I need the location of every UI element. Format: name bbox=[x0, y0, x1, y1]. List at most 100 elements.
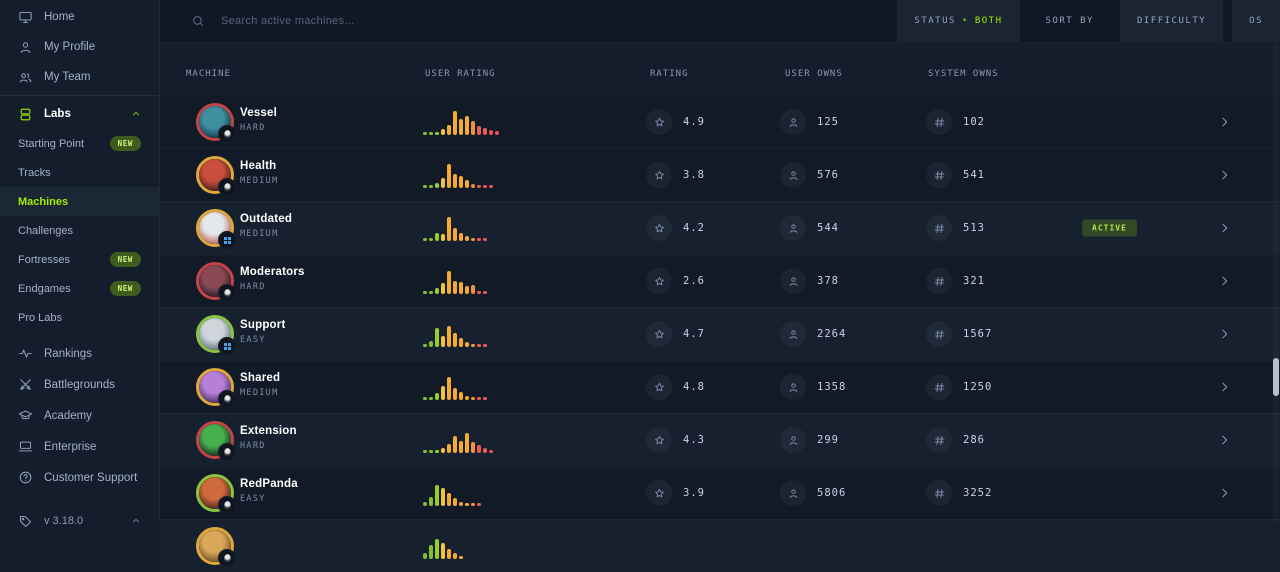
rating-stat: 4.9 bbox=[646, 109, 705, 135]
machine-avatar bbox=[196, 103, 236, 143]
sidebar-item-enterprise[interactable]: Enterprise bbox=[0, 431, 159, 462]
rating-bar bbox=[471, 121, 475, 135]
person-icon bbox=[780, 215, 806, 241]
linux-os-icon bbox=[218, 390, 236, 408]
scrollbar-thumb[interactable] bbox=[1273, 358, 1279, 396]
user-rating-histogram bbox=[423, 374, 499, 400]
machine-row[interactable]: Health MEDIUM 3.8 576 541 bbox=[160, 148, 1280, 201]
machine-name: Shared bbox=[240, 372, 281, 384]
user-rating-histogram bbox=[423, 480, 499, 506]
user-rating-histogram bbox=[423, 109, 499, 135]
machine-row[interactable]: Extension HARD 4.3 299 286 bbox=[160, 413, 1280, 466]
person-icon bbox=[780, 374, 806, 400]
sidebar-item-machines[interactable]: Machines bbox=[0, 187, 159, 216]
sidebar-item-challenges[interactable]: Challenges bbox=[0, 216, 159, 245]
sidebar-item-academy[interactable]: Academy bbox=[0, 400, 159, 431]
rating-bar bbox=[471, 285, 475, 294]
sidebar-item-battlegrounds[interactable]: Battlegrounds bbox=[0, 369, 159, 400]
rating-bar bbox=[477, 291, 481, 294]
person-icon bbox=[780, 480, 806, 506]
filter-sort-by[interactable]: SORT BY bbox=[1029, 0, 1111, 42]
search-bar[interactable] bbox=[160, 14, 888, 28]
chevron-right-icon[interactable] bbox=[1218, 116, 1231, 129]
filter-os[interactable]: OS bbox=[1232, 0, 1280, 42]
machine-row[interactable] bbox=[160, 519, 1280, 572]
star-icon bbox=[646, 321, 672, 347]
column-header-user-rating: USER RATING bbox=[425, 69, 496, 79]
sidebar-item-label: Home bbox=[44, 11, 75, 23]
chevron-right-icon[interactable] bbox=[1218, 169, 1231, 182]
tux-shape bbox=[223, 447, 231, 457]
sidebar-version[interactable]: v 3.18.0 bbox=[0, 506, 159, 536]
sidebar-item-my-profile[interactable]: My Profile bbox=[0, 32, 159, 62]
sidebar-item-fortresses[interactable]: Fortresses NEW bbox=[0, 245, 159, 274]
sidebar-item-label: Customer Support bbox=[44, 471, 138, 484]
scrollbar-track[interactable] bbox=[1273, 44, 1279, 522]
table-header: MACHINE USER RATING RATING USER OWNS SYS… bbox=[160, 43, 1280, 95]
machine-row[interactable]: Moderators HARD 2.6 378 321 bbox=[160, 254, 1280, 307]
chevron-right-icon[interactable] bbox=[1218, 434, 1231, 447]
sidebar-item-labs[interactable]: Labs bbox=[0, 99, 159, 129]
sidebar-item-my-team[interactable]: My Team bbox=[0, 62, 159, 92]
rating-bar bbox=[423, 553, 427, 559]
sidebar-item-label: Academy bbox=[44, 409, 92, 422]
rating-bar bbox=[429, 450, 433, 453]
chevron-right-icon[interactable] bbox=[1218, 381, 1231, 394]
rating-bar bbox=[423, 344, 427, 347]
laptop-icon bbox=[18, 439, 33, 454]
new-badge: NEW bbox=[109, 281, 141, 296]
rating-bar bbox=[453, 111, 457, 135]
person-icon bbox=[780, 109, 806, 135]
machine-row[interactable]: Shared MEDIUM 4.8 1358 1250 bbox=[160, 360, 1280, 413]
search-input[interactable] bbox=[219, 14, 543, 28]
sidebar-item-rankings[interactable]: Rankings bbox=[0, 338, 159, 369]
chevron-right-icon[interactable] bbox=[1218, 222, 1231, 235]
windows-os-icon bbox=[218, 337, 236, 355]
rating-stat: 4.3 bbox=[646, 427, 705, 453]
star-icon bbox=[646, 215, 672, 241]
machine-row[interactable]: Vessel HARD 4.9 125 102 bbox=[160, 95, 1280, 148]
sidebar-item-label: Machines bbox=[18, 195, 69, 208]
sidebar-item-tracks[interactable]: Tracks bbox=[0, 158, 159, 187]
star-icon bbox=[646, 268, 672, 294]
topbar: STATUS • BOTH SORT BY DIFFICULTY OS bbox=[160, 0, 1280, 43]
chevron-right-icon[interactable] bbox=[1218, 328, 1231, 341]
rating-bar bbox=[447, 493, 451, 506]
chevron-right-icon[interactable] bbox=[1218, 275, 1231, 288]
filter-difficulty[interactable]: DIFFICULTY bbox=[1119, 0, 1224, 42]
rating-bar bbox=[423, 185, 427, 188]
rating-bar bbox=[483, 238, 487, 241]
machine-name: Moderators bbox=[240, 266, 305, 278]
machine-row[interactable]: Outdated MEDIUM 4.2 544 513 ACTIVE bbox=[160, 201, 1280, 254]
machine-row[interactable]: Support EASY 4.7 2264 1567 bbox=[160, 307, 1280, 360]
rating-bar bbox=[441, 129, 445, 135]
rating-bar bbox=[471, 397, 475, 400]
rating-bar bbox=[441, 336, 445, 347]
system-owns-stat: 1567 bbox=[926, 321, 992, 347]
rating-stat: 4.2 bbox=[646, 215, 705, 241]
sidebar-item-customer-support[interactable]: Customer Support bbox=[0, 462, 159, 493]
filter-label: SORT BY bbox=[1045, 16, 1094, 26]
sidebar-item-label: Challenges bbox=[18, 224, 74, 237]
user-owns-stat: 299 bbox=[780, 427, 839, 453]
person-icon bbox=[780, 162, 806, 188]
sidebar-item-starting-point[interactable]: Starting Point NEW bbox=[0, 129, 159, 158]
machine-difficulty: MEDIUM bbox=[240, 229, 279, 239]
machine-name-block: Health MEDIUM bbox=[240, 160, 279, 186]
system-owns-value: 513 bbox=[963, 222, 985, 234]
rating-stat: 3.9 bbox=[646, 480, 705, 506]
sidebar-item-endgames[interactable]: Endgames NEW bbox=[0, 274, 159, 303]
help-icon bbox=[18, 470, 33, 485]
machine-avatar bbox=[196, 421, 236, 461]
sidebar-item-pro-labs[interactable]: Pro Labs bbox=[0, 303, 159, 332]
rating-bar bbox=[453, 281, 457, 294]
filter-status[interactable]: STATUS • BOTH bbox=[897, 0, 1020, 42]
chevron-right-icon[interactable] bbox=[1218, 487, 1231, 500]
system-owns-value: 321 bbox=[963, 275, 985, 287]
filter-bar: STATUS • BOTH SORT BY DIFFICULTY OS bbox=[888, 0, 1280, 42]
star-icon bbox=[646, 480, 672, 506]
machine-row[interactable]: RedPanda EASY 3.9 5806 3252 bbox=[160, 466, 1280, 519]
star-icon bbox=[646, 374, 672, 400]
sidebar-divider bbox=[0, 95, 159, 96]
sidebar-item-home[interactable]: Home bbox=[0, 2, 159, 32]
